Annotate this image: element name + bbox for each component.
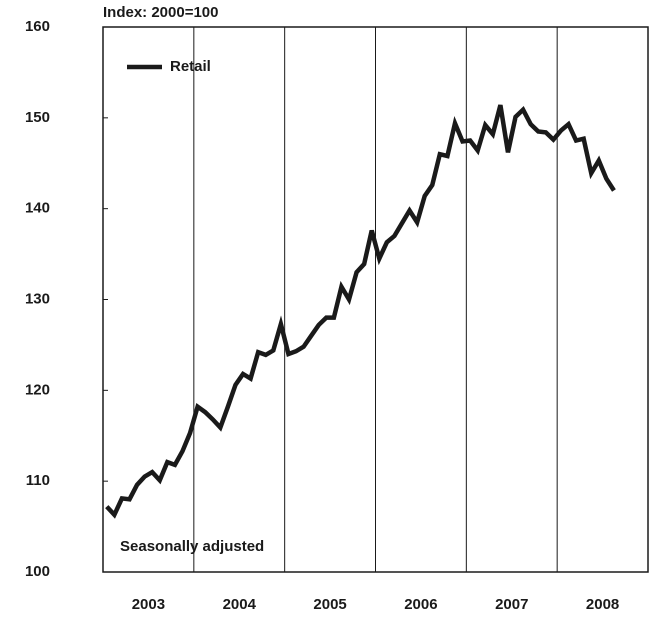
y-tick-label: 140	[25, 200, 50, 217]
annotation: Seasonally adjusted	[120, 538, 264, 555]
y-axis-label: Index: 2000=100	[103, 4, 219, 21]
x-tick-label: 2008	[586, 596, 619, 613]
y-tick-label: 120	[25, 381, 50, 398]
y-tick-label: 100	[25, 563, 50, 580]
x-tick-label: 2005	[313, 596, 346, 613]
x-tick-label: 2003	[132, 596, 165, 613]
x-tick-label: 2007	[495, 596, 528, 613]
y-tick-label: 110	[26, 472, 50, 489]
x-tick-label: 2006	[404, 596, 437, 613]
y-tick-label: 130	[25, 290, 50, 307]
data-line	[105, 104, 616, 519]
legend-label: Retail	[170, 58, 211, 75]
x-tick-label: 2004	[223, 596, 257, 613]
y-tick-label: 160	[25, 18, 50, 35]
y-tick-label: 150	[25, 109, 50, 126]
